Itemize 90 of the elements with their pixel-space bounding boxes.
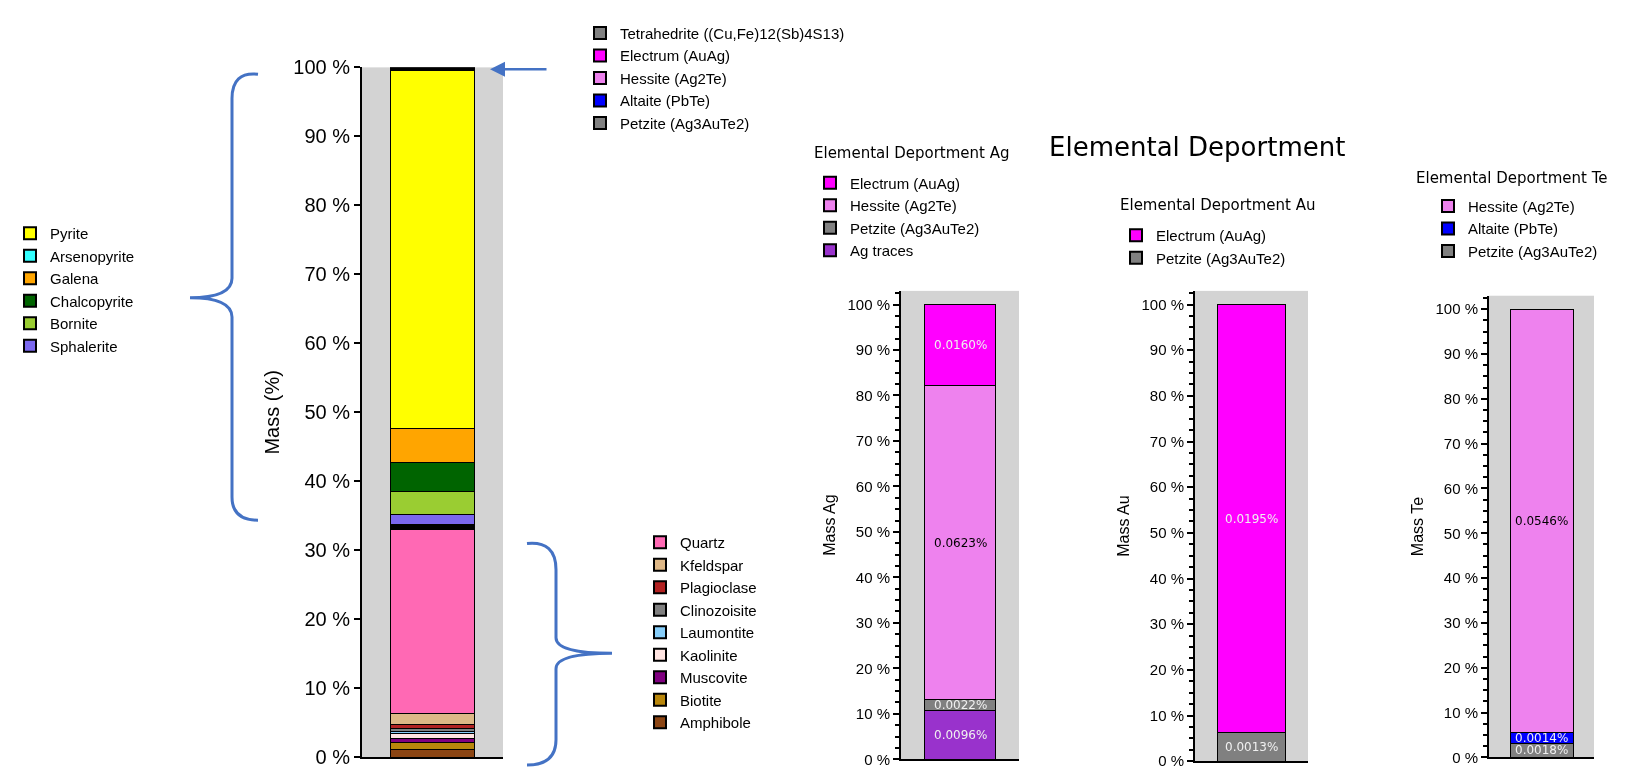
y-tick-label: 90 % bbox=[304, 125, 351, 148]
y-tick-label: 0 % bbox=[864, 750, 890, 768]
legend-label: Hessite (Ag2Te) bbox=[1468, 197, 1575, 215]
legend-label: Altaite (PbTe) bbox=[1468, 220, 1559, 238]
legend-label: Bornite bbox=[50, 315, 98, 333]
legend-label: Petzite (Ag3AuTe2) bbox=[620, 114, 750, 132]
annotation: 0.0160% bbox=[934, 338, 988, 352]
annotation: 0.0022% bbox=[934, 698, 988, 712]
y-tick-label: 0 % bbox=[1158, 752, 1184, 770]
legend-label: Plagioclase bbox=[680, 579, 757, 597]
y-tick-label: 50 % bbox=[1443, 524, 1478, 542]
legend-label: Ag traces bbox=[850, 242, 914, 260]
legend-label: Muscovite bbox=[680, 669, 748, 687]
y-tick-label: 50 % bbox=[304, 401, 351, 424]
y-tick-label: 40 % bbox=[855, 568, 890, 586]
y-tick-label: 90 % bbox=[1149, 341, 1184, 359]
y-axis-title: Mass Te bbox=[1408, 496, 1426, 557]
legend-label: Pyrite bbox=[50, 225, 89, 243]
y-axis-title: Mass (%) bbox=[261, 370, 284, 455]
legend-label: Arsenopyrite bbox=[50, 247, 135, 265]
legend-label: Sphalerite bbox=[50, 337, 118, 355]
y-axis-title: Mass Au bbox=[1114, 495, 1132, 557]
y-tick-label: 60 % bbox=[304, 332, 351, 355]
annotation: 0.0096% bbox=[934, 728, 988, 742]
chart-title: Elemental Deportment Ag bbox=[814, 144, 1010, 162]
legend-label: Petzite (Ag3AuTe2) bbox=[850, 219, 980, 237]
y-tick-label: 70 % bbox=[1149, 432, 1184, 450]
legend-label: Amphibole bbox=[680, 714, 751, 732]
legend-label: Altaite (PbTe) bbox=[620, 92, 711, 110]
y-tick-label: 40 % bbox=[1149, 569, 1184, 587]
annotation: 0.0546% bbox=[1515, 514, 1569, 528]
y-tick-label: 80 % bbox=[1149, 387, 1184, 405]
y-tick-label: 100 % bbox=[293, 56, 351, 79]
y-tick-label: 50 % bbox=[855, 523, 890, 541]
y-tick-label: 10 % bbox=[855, 705, 890, 723]
y-tick-label: 40 % bbox=[1443, 569, 1478, 587]
chart-title: Elemental Deportment Te bbox=[1416, 169, 1608, 187]
y-tick-label: 50 % bbox=[1149, 524, 1184, 542]
y-tick-label: 70 % bbox=[855, 432, 890, 450]
y-tick-label: 80 % bbox=[304, 194, 351, 217]
legend-label: Laumontite bbox=[680, 624, 755, 642]
y-tick-label: 30 % bbox=[1149, 615, 1184, 633]
annotation: 0.0018% bbox=[1515, 743, 1569, 757]
annotation: 0.0014% bbox=[1515, 731, 1569, 745]
y-tick-label: 0 % bbox=[1452, 748, 1478, 766]
y-tick-label: 90 % bbox=[855, 341, 890, 359]
y-tick-label: 90 % bbox=[1443, 345, 1478, 363]
y-tick-label: 70 % bbox=[304, 263, 351, 286]
legend-label: Electrum (AuAg) bbox=[850, 174, 961, 192]
legend-label: Electrum (AuAg) bbox=[620, 47, 731, 65]
y-tick-label: 0 % bbox=[315, 746, 351, 769]
legend-label: Hessite (Ag2Te) bbox=[620, 69, 727, 87]
legend-label: Petzite (Ag3AuTe2) bbox=[1468, 242, 1598, 260]
legend-label: Kaolinite bbox=[680, 646, 738, 664]
y-tick-label: 10 % bbox=[1443, 703, 1478, 721]
chart-title: Elemental Deportment Au bbox=[1120, 196, 1316, 214]
legend-label: Tetrahedrite ((Cu,Fe)12(Sb)4S13) bbox=[620, 24, 845, 42]
y-tick-label: 10 % bbox=[304, 677, 351, 700]
annotation: 0.0195% bbox=[1225, 512, 1279, 526]
y-tick-label: 20 % bbox=[304, 608, 351, 631]
y-tick-label: 30 % bbox=[855, 614, 890, 632]
legend-label: Clinozoisite bbox=[680, 601, 757, 619]
y-tick-label: 60 % bbox=[855, 477, 890, 495]
y-tick-label: 60 % bbox=[1149, 478, 1184, 496]
y-tick-label: 80 % bbox=[855, 386, 890, 404]
legend-label: Hessite (Ag2Te) bbox=[850, 197, 957, 215]
legend-label: Kfeldspar bbox=[680, 556, 744, 574]
y-tick-label: 70 % bbox=[1443, 434, 1478, 452]
y-tick-label: 10 % bbox=[1149, 706, 1184, 724]
y-tick-label: 40 % bbox=[304, 470, 351, 493]
legend-label: Biotite bbox=[680, 691, 722, 709]
y-tick-label: 30 % bbox=[304, 539, 351, 562]
y-tick-label: 20 % bbox=[855, 659, 890, 677]
y-axis-title: Mass Ag bbox=[820, 494, 838, 556]
legend-label: Quartz bbox=[680, 534, 726, 552]
y-tick-label: 100 % bbox=[1141, 295, 1184, 313]
legend-label: Electrum (AuAg) bbox=[1156, 227, 1267, 245]
legend-label: Chalcopyrite bbox=[50, 292, 134, 310]
legend-label: Galena bbox=[50, 270, 100, 288]
y-tick-label: 20 % bbox=[1443, 658, 1478, 676]
legend-label: Petzite (Ag3AuTe2) bbox=[1156, 249, 1286, 267]
annotation: 0.0623% bbox=[934, 536, 988, 550]
y-tick-label: 60 % bbox=[1443, 479, 1478, 497]
y-tick-label: 80 % bbox=[1443, 390, 1478, 408]
annotation: 0.0013% bbox=[1225, 740, 1279, 754]
text: Elemental Deportment bbox=[1049, 132, 1346, 162]
y-tick-label: 100 % bbox=[847, 295, 890, 313]
y-tick-label: 100 % bbox=[1435, 300, 1478, 318]
y-tick-label: 20 % bbox=[1149, 661, 1184, 679]
y-tick-label: 30 % bbox=[1443, 614, 1478, 632]
